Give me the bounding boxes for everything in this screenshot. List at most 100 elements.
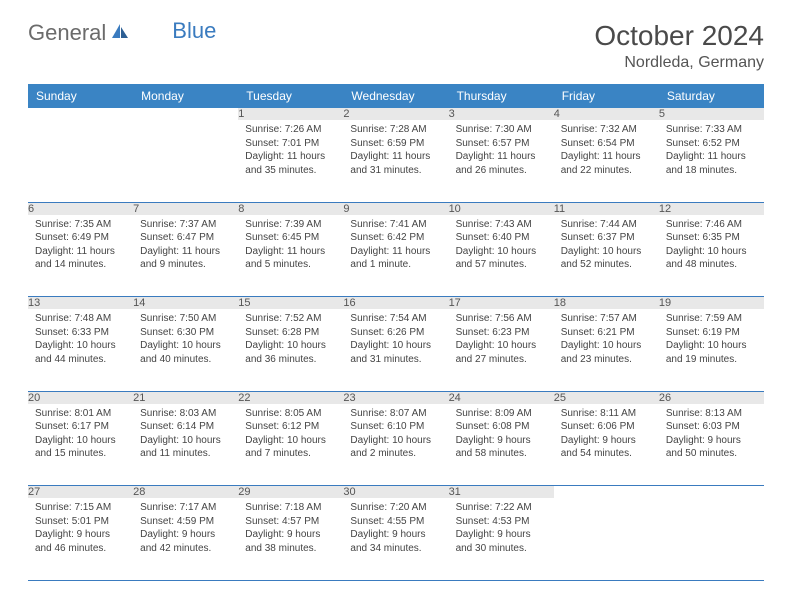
day-details: Sunrise: 7:33 AMSunset: 6:52 PMDaylight:…	[659, 120, 764, 181]
daylight-text: Daylight: 11 hours and 9 minutes.	[140, 245, 231, 272]
day-details: Sunrise: 7:56 AMSunset: 6:23 PMDaylight:…	[449, 309, 554, 370]
page-title: October 2024	[594, 20, 764, 52]
day-cell: Sunrise: 7:20 AMSunset: 4:55 PMDaylight:…	[343, 498, 448, 580]
sunset-text: Sunset: 6:45 PM	[245, 231, 336, 245]
day-cell: Sunrise: 7:28 AMSunset: 6:59 PMDaylight:…	[343, 120, 448, 202]
day-cell	[28, 120, 133, 202]
sunrise-text: Sunrise: 7:35 AM	[35, 218, 126, 232]
sunset-text: Sunset: 6:59 PM	[350, 137, 441, 151]
daylight-text: Daylight: 10 hours and 48 minutes.	[666, 245, 757, 272]
day-cell	[659, 498, 764, 580]
day-number	[659, 486, 764, 499]
day-cell: Sunrise: 7:33 AMSunset: 6:52 PMDaylight:…	[659, 120, 764, 202]
day-number: 24	[449, 391, 554, 404]
day-details: Sunrise: 7:35 AMSunset: 6:49 PMDaylight:…	[28, 215, 133, 276]
sunset-text: Sunset: 6:35 PM	[666, 231, 757, 245]
content-row: Sunrise: 7:15 AMSunset: 5:01 PMDaylight:…	[28, 498, 764, 580]
daylight-text: Daylight: 9 hours and 46 minutes.	[35, 528, 126, 555]
day-cell: Sunrise: 7:30 AMSunset: 6:57 PMDaylight:…	[449, 120, 554, 202]
sunrise-text: Sunrise: 7:54 AM	[350, 312, 441, 326]
day-number: 5	[659, 108, 764, 120]
day-details: Sunrise: 7:54 AMSunset: 6:26 PMDaylight:…	[343, 309, 448, 370]
daylight-text: Daylight: 10 hours and 11 minutes.	[140, 434, 231, 461]
daylight-text: Daylight: 11 hours and 5 minutes.	[245, 245, 336, 272]
day-details: Sunrise: 7:39 AMSunset: 6:45 PMDaylight:…	[238, 215, 343, 276]
day-number: 20	[28, 391, 133, 404]
day-number: 4	[554, 108, 659, 120]
daylight-text: Daylight: 10 hours and 40 minutes.	[140, 339, 231, 366]
day-number: 12	[659, 202, 764, 215]
sunset-text: Sunset: 4:59 PM	[140, 515, 231, 529]
sunrise-text: Sunrise: 7:18 AM	[245, 501, 336, 515]
day-details: Sunrise: 7:48 AMSunset: 6:33 PMDaylight:…	[28, 309, 133, 370]
day-number: 14	[133, 297, 238, 310]
day-cell: Sunrise: 7:41 AMSunset: 6:42 PMDaylight:…	[343, 215, 448, 297]
sunset-text: Sunset: 5:01 PM	[35, 515, 126, 529]
sunrise-text: Sunrise: 8:09 AM	[456, 407, 547, 421]
day-details: Sunrise: 7:22 AMSunset: 4:53 PMDaylight:…	[449, 498, 554, 559]
daylight-text: Daylight: 10 hours and 57 minutes.	[456, 245, 547, 272]
sunset-text: Sunset: 4:57 PM	[245, 515, 336, 529]
day-number: 25	[554, 391, 659, 404]
sunrise-text: Sunrise: 7:41 AM	[350, 218, 441, 232]
daylight-text: Daylight: 10 hours and 44 minutes.	[35, 339, 126, 366]
sunset-text: Sunset: 6:19 PM	[666, 326, 757, 340]
day-number: 10	[449, 202, 554, 215]
day-details: Sunrise: 7:59 AMSunset: 6:19 PMDaylight:…	[659, 309, 764, 370]
day-cell: Sunrise: 8:05 AMSunset: 6:12 PMDaylight:…	[238, 404, 343, 486]
day-details: Sunrise: 7:17 AMSunset: 4:59 PMDaylight:…	[133, 498, 238, 559]
sunrise-text: Sunrise: 7:52 AM	[245, 312, 336, 326]
day-cell: Sunrise: 7:43 AMSunset: 6:40 PMDaylight:…	[449, 215, 554, 297]
sunset-text: Sunset: 6:14 PM	[140, 420, 231, 434]
day-cell	[554, 498, 659, 580]
day-number: 6	[28, 202, 133, 215]
daylight-text: Daylight: 9 hours and 42 minutes.	[140, 528, 231, 555]
daylight-text: Daylight: 10 hours and 15 minutes.	[35, 434, 126, 461]
day-details: Sunrise: 7:46 AMSunset: 6:35 PMDaylight:…	[659, 215, 764, 276]
day-cell: Sunrise: 7:56 AMSunset: 6:23 PMDaylight:…	[449, 309, 554, 391]
sunrise-text: Sunrise: 7:32 AM	[561, 123, 652, 137]
day-details: Sunrise: 7:41 AMSunset: 6:42 PMDaylight:…	[343, 215, 448, 276]
day-cell: Sunrise: 7:35 AMSunset: 6:49 PMDaylight:…	[28, 215, 133, 297]
day-details: Sunrise: 7:28 AMSunset: 6:59 PMDaylight:…	[343, 120, 448, 181]
day-number: 11	[554, 202, 659, 215]
daylight-text: Daylight: 9 hours and 50 minutes.	[666, 434, 757, 461]
content-row: Sunrise: 7:35 AMSunset: 6:49 PMDaylight:…	[28, 215, 764, 297]
day-header: Thursday	[449, 84, 554, 108]
day-number: 26	[659, 391, 764, 404]
sunrise-text: Sunrise: 7:50 AM	[140, 312, 231, 326]
day-header: Monday	[133, 84, 238, 108]
daylight-text: Daylight: 10 hours and 19 minutes.	[666, 339, 757, 366]
day-header: Sunday	[28, 84, 133, 108]
day-header: Wednesday	[343, 84, 448, 108]
day-number: 23	[343, 391, 448, 404]
sunset-text: Sunset: 6:21 PM	[561, 326, 652, 340]
day-cell: Sunrise: 8:11 AMSunset: 6:06 PMDaylight:…	[554, 404, 659, 486]
daynum-row: 20212223242526	[28, 391, 764, 404]
day-cell: Sunrise: 7:57 AMSunset: 6:21 PMDaylight:…	[554, 309, 659, 391]
day-number	[554, 486, 659, 499]
day-cell: Sunrise: 8:07 AMSunset: 6:10 PMDaylight:…	[343, 404, 448, 486]
day-cell: Sunrise: 7:22 AMSunset: 4:53 PMDaylight:…	[449, 498, 554, 580]
daylight-text: Daylight: 10 hours and 27 minutes.	[456, 339, 547, 366]
day-number: 16	[343, 297, 448, 310]
logo-text-general: General	[28, 20, 106, 46]
day-details: Sunrise: 8:03 AMSunset: 6:14 PMDaylight:…	[133, 404, 238, 465]
day-number: 18	[554, 297, 659, 310]
day-number	[28, 108, 133, 120]
day-number	[133, 108, 238, 120]
day-cell: Sunrise: 8:13 AMSunset: 6:03 PMDaylight:…	[659, 404, 764, 486]
daynum-row: 6789101112	[28, 202, 764, 215]
day-details: Sunrise: 8:11 AMSunset: 6:06 PMDaylight:…	[554, 404, 659, 465]
daylight-text: Daylight: 10 hours and 36 minutes.	[245, 339, 336, 366]
sunset-text: Sunset: 6:08 PM	[456, 420, 547, 434]
sunrise-text: Sunrise: 7:15 AM	[35, 501, 126, 515]
daylight-text: Daylight: 9 hours and 54 minutes.	[561, 434, 652, 461]
day-cell: Sunrise: 7:52 AMSunset: 6:28 PMDaylight:…	[238, 309, 343, 391]
sunset-text: Sunset: 6:54 PM	[561, 137, 652, 151]
sunset-text: Sunset: 6:10 PM	[350, 420, 441, 434]
sunrise-text: Sunrise: 8:01 AM	[35, 407, 126, 421]
daylight-text: Daylight: 10 hours and 31 minutes.	[350, 339, 441, 366]
day-cell: Sunrise: 7:15 AMSunset: 5:01 PMDaylight:…	[28, 498, 133, 580]
sunset-text: Sunset: 6:47 PM	[140, 231, 231, 245]
